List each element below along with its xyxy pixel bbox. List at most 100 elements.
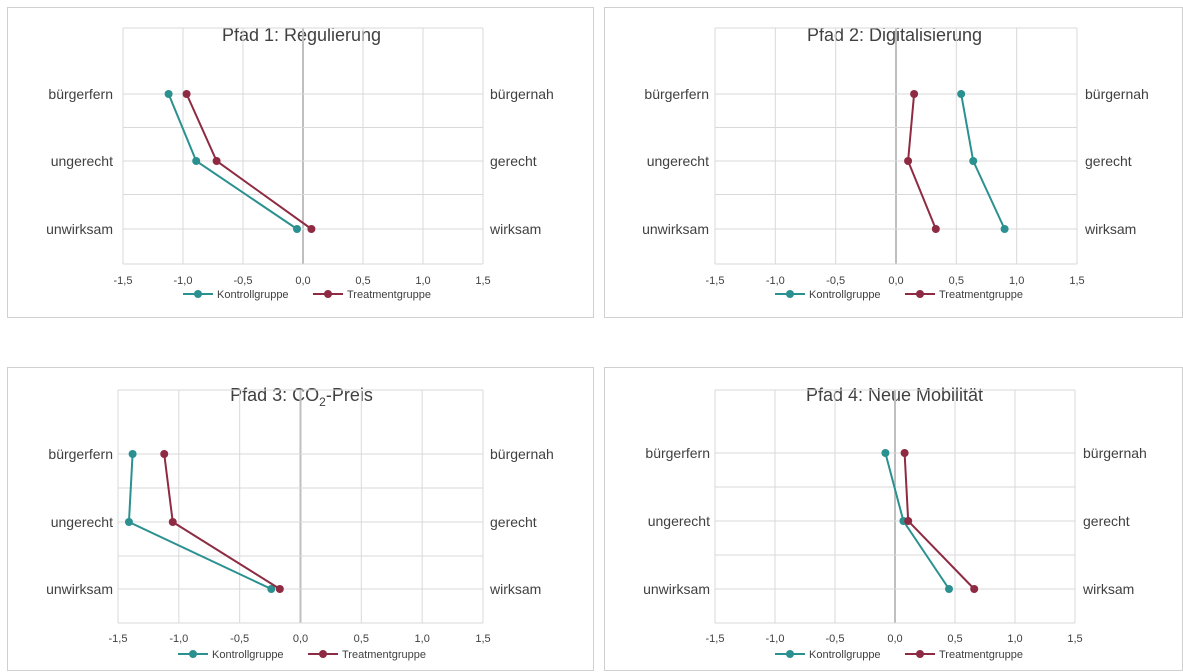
right-category-label: bürgernah [490, 86, 554, 102]
data-point-treatmentgruppe [307, 225, 316, 233]
left-category-label: bürgerfern [644, 86, 709, 102]
x-tick-label: 1,0 [1009, 275, 1024, 287]
x-tick-label: 1,5 [1067, 633, 1082, 645]
right-category-label: bürgernah [1083, 445, 1147, 461]
x-tick-label: -1,5 [114, 275, 133, 287]
right-category-label: wirksam [1082, 581, 1134, 597]
right-category-label: gerecht [1083, 513, 1130, 529]
x-tick-label: 0,5 [947, 633, 962, 645]
left-category-label: ungerecht [51, 514, 113, 530]
data-point-kontrollgruppe [124, 518, 133, 526]
x-tick-label: 1,5 [475, 275, 490, 287]
data-point-treatmentgruppe [182, 90, 191, 98]
x-tick-label: 1,0 [1007, 633, 1022, 645]
right-category-label: bürgernah [490, 446, 554, 462]
legend-kontrollgruppe-label: Kontrollgruppe [212, 649, 284, 661]
chart-svg: Pfad 4: Neue Mobilität-1,5 -1,0 -0,5 0,0 0,5… [643, 385, 1147, 661]
right-category-label: wirksam [1084, 221, 1136, 237]
x-tick-label: 1,5 [475, 633, 490, 645]
left-category-label: ungerecht [51, 153, 113, 169]
legend-treatmentgruppe-marker [916, 290, 924, 298]
x-tick-label: 0,5 [949, 275, 964, 287]
x-tick-label: -1,0 [766, 633, 785, 645]
chart-title-main: Pfad 3: CO [230, 385, 319, 405]
x-tick-label: -1,5 [706, 633, 725, 645]
left-category-label: bürgerfern [645, 445, 710, 461]
chart-panel-neue-mobilitaet: Pfad 4: Neue Mobilität -1,5 -1,0 -0,5 0,0 0,5… [604, 367, 1183, 671]
chart-panel-regulierung: Pfad 1: Regulierung -1,5 -1,0 -0,5 0,0 0,5 1,0… [7, 7, 594, 318]
x-tick-label: -0,5 [826, 275, 845, 287]
x-tick-label: 1,5 [1069, 275, 1084, 287]
chart-title-main: Pfad 1: Regulierung [222, 25, 381, 45]
x-tick-label: 0,0 [293, 633, 308, 645]
x-tick-label: -0,5 [230, 633, 249, 645]
data-point-kontrollgruppe [164, 90, 173, 98]
data-point-treatmentgruppe [275, 585, 284, 593]
x-tick-label: 1,0 [415, 633, 430, 645]
legend-treatmentgruppe-label: Treatmentgruppe [342, 649, 426, 661]
data-point-kontrollgruppe [1000, 225, 1009, 233]
data-point-kontrollgruppe [881, 449, 890, 457]
x-tick-label: 0,0 [888, 275, 903, 287]
left-category-label: unwirksam [46, 581, 113, 597]
chart-svg: Pfad 1: Regulierung -1,5 -1,0 -0,5 0,0 0,5 1,0… [46, 25, 554, 301]
data-point-kontrollgruppe [945, 585, 953, 593]
legend-treatmentgruppe-marker [324, 290, 332, 298]
left-category-label: ungerecht [647, 153, 709, 169]
chart-title-main: Pfad 2: Digitalisierung [807, 25, 982, 45]
legend-treatmentgruppe-label: Treatmentgruppe [347, 289, 431, 301]
data-point-kontrollgruppe [293, 225, 301, 233]
x-tick-label: 0,0 [295, 275, 310, 287]
chart-title: Pfad 1: Regulierung [222, 25, 381, 45]
data-point-treatmentgruppe [900, 449, 909, 457]
data-point-treatmentgruppe [970, 585, 979, 593]
right-category-label: gerecht [490, 514, 537, 530]
left-category-label: bürgerfern [48, 86, 113, 102]
x-tick-label: -1,0 [174, 275, 193, 287]
chart-title: Pfad 2: Digitalisierung [807, 25, 982, 45]
data-point-treatmentgruppe [910, 90, 919, 98]
chart-panel-co2-preis: Pfad 3: CO2-Preis -1,5 -1,0 -0,5 0,0 0,5 1,0 1,… [7, 367, 594, 671]
data-point-treatmentgruppe [931, 225, 940, 233]
data-point-kontrollgruppe [267, 585, 276, 593]
right-category-label: wirksam [489, 581, 541, 597]
chart-title-suffix: -Preis [326, 385, 373, 405]
legend-kontrollgruppe-label: Kontrollgruppe [809, 649, 881, 661]
x-tick-label: 0,0 [887, 633, 902, 645]
x-tick-label: -1,0 [169, 633, 188, 645]
chart-title-subscript: 2 [319, 395, 326, 409]
legend-treatmentgruppe-marker [319, 650, 327, 658]
x-tick-label: 0,5 [355, 275, 370, 287]
chart-panel-digitalisierung: Pfad 2: Digitalisierung -1,5 -1,0 -0,5 0,0 0,… [604, 7, 1183, 318]
data-point-kontrollgruppe [969, 157, 978, 165]
legend-kontrollgruppe-marker [189, 650, 197, 658]
right-category-label: wirksam [489, 221, 541, 237]
data-point-treatmentgruppe [212, 157, 221, 165]
legend-kontrollgruppe-marker [786, 650, 794, 658]
right-category-label: gerecht [1085, 153, 1132, 169]
legend-kontrollgruppe-label: Kontrollgruppe [217, 289, 289, 301]
data-point-treatmentgruppe [168, 518, 177, 526]
left-category-label: unwirksam [46, 221, 113, 237]
x-tick-label: -0,5 [826, 633, 845, 645]
x-tick-label: -1,5 [109, 633, 128, 645]
data-point-kontrollgruppe [128, 450, 137, 458]
x-tick-label: -1,5 [706, 275, 725, 287]
legend-kontrollgruppe-marker [786, 290, 794, 298]
x-tick-label: -1,0 [766, 275, 785, 287]
x-tick-label: 0,5 [354, 633, 369, 645]
x-tick-label: -0,5 [234, 275, 253, 287]
left-category-label: unwirksam [643, 581, 710, 597]
legend-treatmentgruppe-label: Treatmentgruppe [939, 649, 1023, 661]
right-category-label: gerecht [490, 153, 537, 169]
left-category-label: bürgerfern [48, 446, 113, 462]
right-category-label: bürgernah [1085, 86, 1149, 102]
left-category-label: unwirksam [642, 221, 709, 237]
legend-kontrollgruppe-label: Kontrollgruppe [809, 289, 881, 301]
data-point-treatmentgruppe [904, 517, 913, 525]
x-tick-label: 1,0 [415, 275, 430, 287]
left-category-label: ungerecht [648, 513, 710, 529]
chart-svg: Pfad 2: Digitalisierung -1,5 -1,0 -0,5 0,0 0,… [642, 25, 1149, 301]
data-point-kontrollgruppe [957, 90, 966, 98]
data-point-kontrollgruppe [192, 157, 201, 165]
